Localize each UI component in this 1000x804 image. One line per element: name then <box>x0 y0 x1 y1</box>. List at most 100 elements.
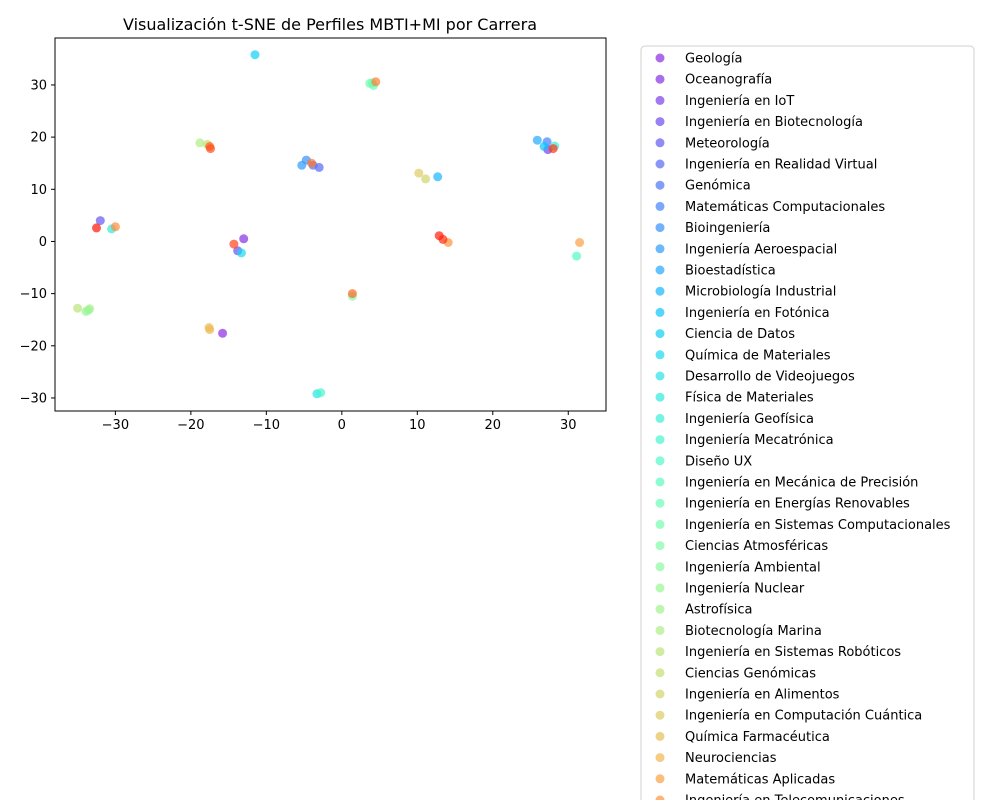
data-point <box>195 138 205 148</box>
legend-entry: Geología <box>685 52 742 67</box>
legend-marker <box>655 562 665 572</box>
data-point <box>539 142 549 151</box>
x-tick-label: −20 <box>177 418 204 433</box>
legend-entry: Ciencias Genómicas <box>685 666 816 681</box>
x-tick-label: −30 <box>102 418 129 433</box>
legend-marker <box>655 265 665 275</box>
x-tick-label: 30 <box>560 418 577 433</box>
legend-entry: Ingeniería Mecatrónica <box>685 433 834 448</box>
legend-entry: Ingeniería en Alimentos <box>685 688 840 703</box>
legend: Geología Oceanografía Ingeniería en IoT Ing… <box>640 45 975 804</box>
legend-entry: Ingeniería en Fotónica <box>685 306 830 321</box>
legend-entry: Astrofísica <box>685 603 752 618</box>
legend-marker <box>655 477 665 487</box>
legend-entry: Ingeniería Nuclear <box>685 582 805 597</box>
x-tick-label: 20 <box>485 418 502 433</box>
legend-marker <box>655 74 665 84</box>
legend-marker <box>655 774 665 784</box>
legend-entry: Bioestadística <box>685 264 776 279</box>
legend-marker <box>655 53 665 63</box>
legend-marker <box>655 435 665 445</box>
legend-marker <box>655 329 665 339</box>
data-point <box>433 172 443 182</box>
legend-marker <box>655 117 665 127</box>
y-tick-label: 20 <box>30 131 47 146</box>
x-tick-label: −10 <box>253 418 280 433</box>
legend-entry: Ingeniería en Mecánica de Precisión <box>685 476 918 491</box>
legend-marker <box>655 392 665 402</box>
legend-entry: Ingeniería en Computación Cuántica <box>685 709 922 724</box>
legend-marker <box>655 647 665 657</box>
legend-entry: Ingeniería Ambiental <box>685 560 821 575</box>
data-point <box>297 160 307 170</box>
legend-entry: Meteorología <box>685 136 770 151</box>
legend-entry: Ingeniería en Biotecnología <box>685 115 863 130</box>
y-tick-label: −10 <box>20 287 47 302</box>
legend-entry: Ciencias Atmosféricas <box>685 539 828 554</box>
legend-marker <box>655 753 665 763</box>
data-point <box>347 289 357 299</box>
legend-entry: Ingeniería en Telecomunicaciones <box>685 794 905 801</box>
legend-entry: Oceanografía <box>685 73 772 88</box>
data-point <box>414 168 424 178</box>
legend-marker <box>655 180 665 190</box>
legend-marker <box>655 350 665 360</box>
points-layer <box>73 50 585 399</box>
legend-entry: Bioingeniería <box>685 221 770 236</box>
legend-entry: Neurociencias <box>685 751 777 766</box>
legend-entry: Ciencia de Datos <box>685 327 795 342</box>
legend-entry: Ingeniería en Realidad Virtual <box>685 158 877 173</box>
data-point <box>371 77 381 87</box>
legend-entry: Química Farmacéutica <box>685 730 830 745</box>
legend-marker <box>655 307 665 317</box>
legend-marker <box>655 604 665 614</box>
axes-layer: −30 −20 −10 0 10 20 30 −30 −20 −10 0 10 20 30 <box>20 37 607 433</box>
y-tick-label: −20 <box>20 339 47 354</box>
legend-entry: Diseño UX <box>685 454 752 469</box>
x-tick-label: 0 <box>338 418 346 433</box>
legend-entry: Ingeniería Geofísica <box>685 412 814 427</box>
data-point <box>206 144 215 154</box>
legend-marker <box>655 456 665 466</box>
data-point <box>572 251 582 261</box>
legend-marker <box>655 413 665 423</box>
legend-entry: Genómica <box>685 179 751 194</box>
legend-entry: Química de Materiales <box>685 348 831 363</box>
data-point <box>92 223 101 233</box>
data-point <box>95 216 105 226</box>
x-tick-label: 10 <box>409 418 426 433</box>
chart-title: Visualización t-SNE de Perfiles MBTI+MI … <box>123 15 537 34</box>
legend-marker <box>655 138 665 148</box>
y-tick-label: 0 <box>39 235 47 250</box>
legend-entry: Desarrollo de Videojuegos <box>685 370 855 385</box>
legend-marker <box>655 286 665 296</box>
y-tick-label: −30 <box>20 391 47 406</box>
legend-entry: Física de Materiales <box>685 391 814 406</box>
legend-entry: Ingeniería Aeroespacial <box>685 242 837 257</box>
legend-entry: Biotecnología Marina <box>685 624 822 639</box>
data-point <box>85 304 95 314</box>
legend-entry: Ingeniería en Sistemas Robóticos <box>685 645 901 660</box>
legend-frame <box>640 45 975 804</box>
data-point <box>250 50 260 60</box>
data-point <box>421 174 431 184</box>
legend-marker <box>655 625 665 635</box>
data-point <box>434 231 444 241</box>
data-point <box>73 303 83 313</box>
data-point <box>229 239 239 249</box>
legend-marker <box>655 731 665 741</box>
legend-entry: Matemáticas Computacionales <box>685 200 885 215</box>
legend-marker <box>655 689 665 699</box>
legend-marker <box>655 95 665 105</box>
data-point <box>205 325 215 335</box>
legend-entry: Ingeniería en Sistemas Computacionales <box>685 518 951 533</box>
legend-entry: Microbiología Industrial <box>685 285 836 300</box>
legend-marker <box>655 519 665 529</box>
legend-marker <box>655 223 665 233</box>
data-point <box>575 238 585 247</box>
data-point <box>110 222 120 232</box>
y-tick-label: 10 <box>30 183 47 198</box>
data-point <box>218 328 228 338</box>
